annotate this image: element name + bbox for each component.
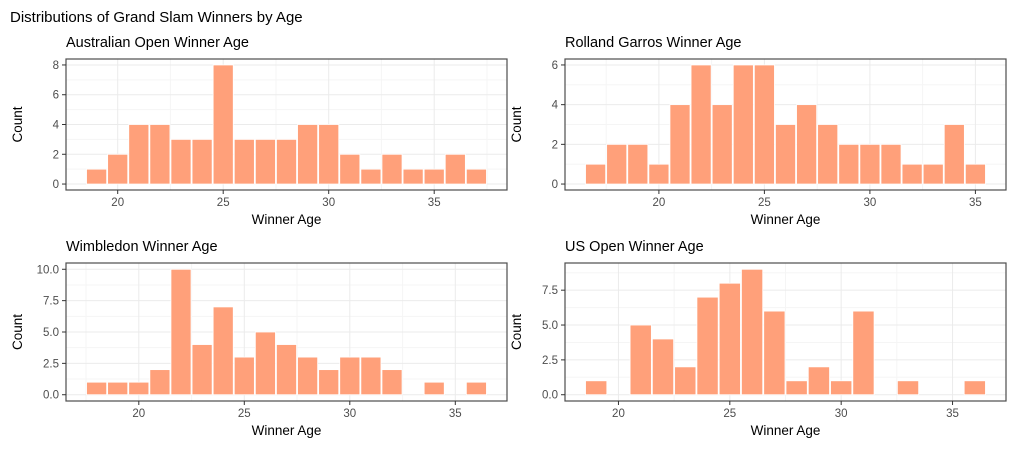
svg-text:30: 30 <box>322 197 335 209</box>
svg-text:20: 20 <box>111 197 124 209</box>
y-axis-title: Count <box>10 106 25 142</box>
x-axis-title: Winner Age <box>251 212 322 227</box>
svg-text:2: 2 <box>552 139 558 151</box>
x-axis-title: Winner Age <box>750 423 821 438</box>
svg-text:6: 6 <box>53 90 59 102</box>
svg-text:25: 25 <box>217 197 230 209</box>
svg-text:30: 30 <box>835 408 848 420</box>
svg-text:20: 20 <box>652 197 665 209</box>
chart-title: Rolland Garros Winner Age <box>565 35 742 51</box>
svg-text:2: 2 <box>53 149 59 161</box>
svg-text:4: 4 <box>53 120 60 132</box>
svg-text:35: 35 <box>428 197 441 209</box>
svg-text:2.5: 2.5 <box>542 355 558 367</box>
x-axis-title: Winner Age <box>251 423 322 438</box>
chart-wimbledon: Wimbledon Winner Age 20 25 30 35 0.0 2.5 5.0 7.… <box>0 232 508 458</box>
y-axis-title: Count <box>10 314 25 350</box>
chart-body: 20 25 30 35 0.0 2.5 5.0 7.5 Count <box>507 259 1024 423</box>
svg-text:35: 35 <box>946 408 959 420</box>
chart-title: Wimbledon Winner Age <box>66 239 218 255</box>
svg-text:4: 4 <box>552 100 559 112</box>
svg-text:25: 25 <box>758 197 771 209</box>
chart-body: 20 25 30 35 0 2 4 6 Count <box>507 55 1024 212</box>
y-axis-title: Count <box>509 314 524 350</box>
svg-text:5.0: 5.0 <box>542 320 558 332</box>
svg-text:20: 20 <box>612 408 625 420</box>
svg-text:7.5: 7.5 <box>542 285 558 297</box>
chart-rolland-garros: Rolland Garros Winner Age 20 25 30 35 0 2 4 6 Co… <box>507 28 1024 232</box>
histogram-plot-rolland-garros: 20 25 30 35 0 2 4 6 Count <box>509 58 1007 209</box>
svg-text:35: 35 <box>449 408 462 420</box>
chart-body: 20 25 30 35 0.0 2.5 5.0 7.5 10.0 Count <box>8 259 508 423</box>
chart-grid: Australian Open Winner Age 20 25 30 35 0 2 4 6 8… <box>0 28 1024 458</box>
svg-text:0: 0 <box>53 179 59 191</box>
svg-text:8: 8 <box>53 60 59 72</box>
histogram-plot-australian-open: 20 25 30 35 0 2 4 6 8 Count <box>10 58 508 209</box>
chart-us-open: US Open Winner Age 20 25 30 35 0.0 2.5 5.0 7.5 C… <box>507 232 1024 458</box>
chart-body: 20 25 30 35 0 2 4 6 8 Count <box>8 55 508 212</box>
svg-text:35: 35 <box>969 197 982 209</box>
svg-text:6: 6 <box>552 60 558 72</box>
chart-title: US Open Winner Age <box>565 239 704 255</box>
chart-title: Australian Open Winner Age <box>66 35 249 51</box>
svg-text:25: 25 <box>723 408 736 420</box>
chart-australian-open: Australian Open Winner Age 20 25 30 35 0 2 4 6 8… <box>0 28 508 232</box>
histogram-plot-wimbledon: 20 25 30 35 0.0 2.5 5.0 7.5 10.0 Count <box>10 262 508 420</box>
x-axis-title: Winner Age <box>750 212 821 227</box>
svg-text:0.0: 0.0 <box>43 390 59 402</box>
svg-text:30: 30 <box>864 197 877 209</box>
figure-title: Distributions of Grand Slam Winners by A… <box>10 9 303 26</box>
histogram-plot-us-open: 20 25 30 35 0.0 2.5 5.0 7.5 Count <box>509 262 1007 420</box>
svg-text:20: 20 <box>132 408 145 420</box>
svg-text:5.0: 5.0 <box>43 327 59 339</box>
svg-text:30: 30 <box>343 408 356 420</box>
svg-text:25: 25 <box>238 408 251 420</box>
svg-text:0.0: 0.0 <box>542 390 558 402</box>
svg-text:7.5: 7.5 <box>43 296 59 308</box>
y-axis-title: Count <box>509 106 524 142</box>
svg-text:0: 0 <box>552 179 558 191</box>
svg-text:10.0: 10.0 <box>37 264 59 276</box>
svg-text:2.5: 2.5 <box>43 358 59 370</box>
